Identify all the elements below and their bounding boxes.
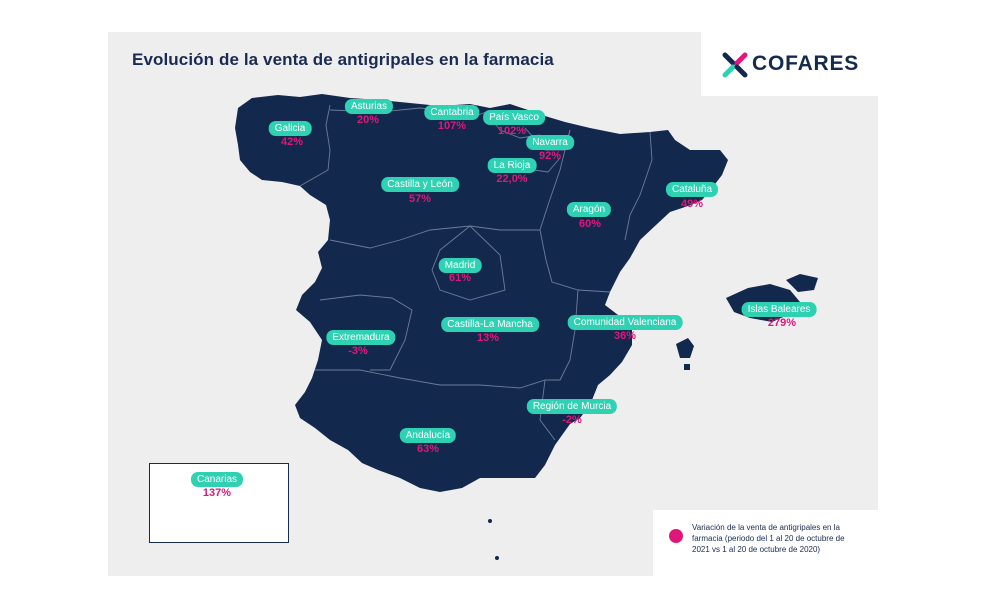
legend [653, 510, 878, 576]
label-la-rioja: La Rioja [487, 158, 537, 173]
mainland-shape [235, 94, 728, 492]
label-islas-baleares: Islas Baleares [741, 302, 817, 317]
value-region-de-murcia: -2% [562, 414, 582, 426]
menorca-shape [786, 274, 818, 292]
formentera-shape [684, 364, 690, 370]
label-navarra: Navarra [526, 135, 574, 150]
value-la-rioja: 22,0% [496, 173, 528, 185]
label-extremadura: Extremadura [326, 330, 396, 345]
value-aragon: 60% [578, 218, 602, 230]
value-galicia: 42% [280, 136, 304, 148]
ibiza-shape [676, 338, 694, 358]
value-comunidad-valenciana: 36% [613, 330, 637, 342]
label-castilla-la-mancha: Castilla-La Mancha [441, 317, 539, 332]
legend-dot-icon [669, 529, 683, 543]
value-islas-baleares: 279% [767, 317, 797, 329]
canarias-inset [149, 463, 289, 543]
brand-name: COFARES [752, 52, 860, 75]
value-castilla-la-mancha: 13% [476, 332, 500, 344]
value-cantabria: 107% [437, 120, 467, 132]
label-pais-vasco: País Vasco [483, 110, 545, 125]
value-extremadura: -3% [348, 345, 368, 357]
label-madrid: Madrid [438, 258, 482, 273]
value-madrid: 61% [448, 272, 472, 284]
legend-text: Variación de la venta de antigripales en… [692, 523, 845, 554]
label-cantabria: Cantabria [424, 105, 480, 120]
label-region-de-murcia: Región de Murcia [526, 399, 618, 414]
label-castilla-y-leon: Castilla y León [381, 177, 459, 192]
value-castilla-y-leon: 57% [408, 193, 432, 205]
value-canarias: 137% [202, 487, 232, 499]
page-title: Evolución de la venta de antigripales en… [132, 50, 554, 69]
label-galicia: Galicia [268, 121, 312, 136]
value-cataluna: 49% [680, 198, 704, 210]
label-canarias: Canarias [190, 472, 244, 487]
value-andalucia: 63% [416, 443, 440, 455]
value-pais-vasco: 102% [497, 125, 527, 137]
label-cataluna: Cataluña [665, 182, 719, 197]
label-aragon: Aragón [566, 202, 612, 217]
value-navarra: 92% [538, 150, 562, 162]
label-asturias: Asturias [344, 99, 394, 114]
cofares-logo-icon [722, 52, 748, 78]
label-comunidad-valenciana: Comunidad Valenciana [567, 315, 683, 330]
label-andalucia: Andalucía [399, 428, 457, 443]
value-asturias: 20% [356, 114, 380, 126]
